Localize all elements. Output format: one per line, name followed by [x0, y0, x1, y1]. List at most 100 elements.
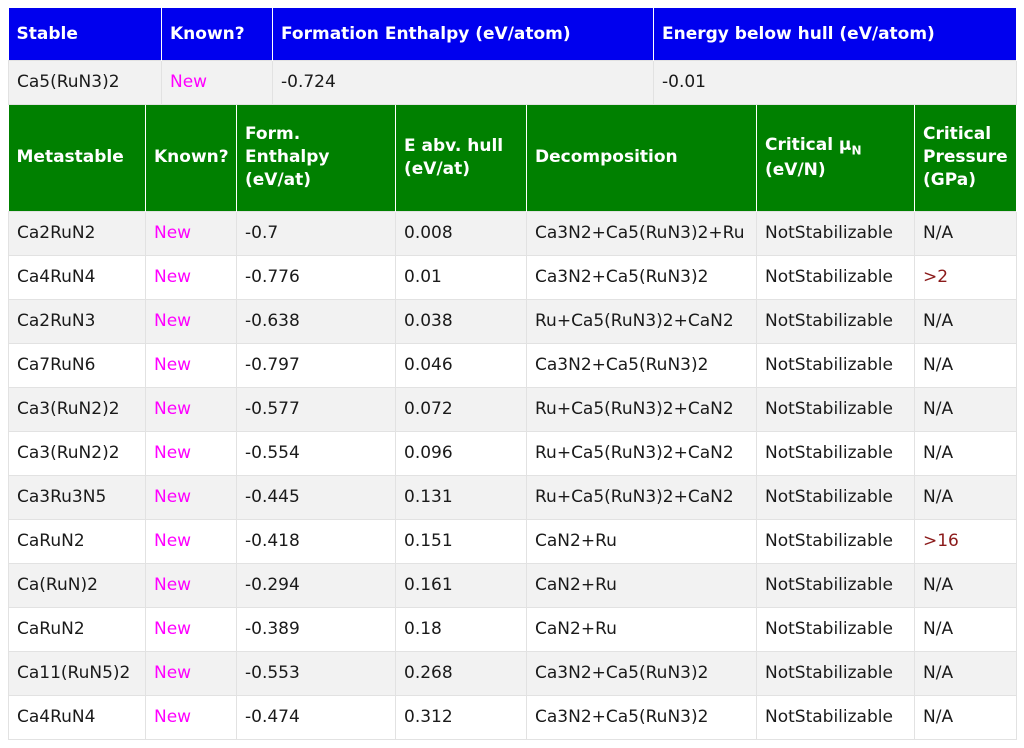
header-line: (eV/N)	[765, 159, 826, 180]
critical-mu-cell: NotStabilizable	[756, 474, 915, 520]
decomposition-cell: CaN2+Ru	[526, 518, 757, 564]
decomposition-cell: Ca3N2+Ca5(RuN3)2	[526, 650, 757, 696]
form-enthalpy-cell: -0.797	[236, 342, 396, 388]
table-row: Ca7RuN6 New -0.797 0.046 Ca3N2+Ca5(RuN3)2 Not…	[8, 342, 1017, 388]
decomposition-cell: Ru+Ca5(RuN3)2+CaN2	[526, 474, 757, 520]
compound-cell: Ca4RuN4	[8, 694, 146, 740]
compound-cell: Ca2RuN3	[8, 298, 146, 344]
known-cell: New	[145, 562, 237, 608]
critical-mu-cell: NotStabilizable	[756, 298, 915, 344]
known-cell: New	[145, 298, 237, 344]
critical-pressure-cell: N/A	[914, 650, 1017, 696]
form-enthalpy-cell: -0.445	[236, 474, 396, 520]
critical-pressure-cell: N/A	[914, 606, 1017, 652]
decomposition-cell: CaN2+Ru	[526, 606, 757, 652]
form-enthalpy-cell: -0.474	[236, 694, 396, 740]
header-line: Critical μ	[765, 134, 852, 155]
critical-mu-cell: NotStabilizable	[756, 342, 915, 388]
e-abv-hull-cell: 0.18	[395, 606, 527, 652]
e-abv-hull-cell: 0.161	[395, 562, 527, 608]
header-line: Pressure	[923, 147, 1008, 168]
decomposition-cell: CaN2+Ru	[526, 562, 757, 608]
table-row: CaRuN2 New -0.389 0.18 CaN2+Ru NotStabilizabl…	[8, 606, 1017, 652]
table-row: Ca11(RuN5)2 New -0.553 0.268 Ca3N2+Ca5(RuN3)…	[8, 650, 1017, 696]
metastable-header-known: Known?	[145, 105, 237, 211]
compound-cell: Ca3Ru3N5	[8, 474, 146, 520]
critical-pressure-cell: N/A	[914, 694, 1017, 740]
form-enthalpy-cell: -0.553	[236, 650, 396, 696]
table-row: CaRuN2 New -0.418 0.151 CaN2+Ru NotStabilizab…	[8, 518, 1017, 564]
compound-cell: Ca5(RuN3)2	[8, 59, 162, 105]
table-row: Ca5(RuN3)2 New -0.724 -0.01	[8, 59, 1017, 105]
critical-mu-cell: NotStabilizable	[756, 386, 915, 432]
known-cell: New	[145, 210, 237, 256]
e-abv-hull-cell: 0.008	[395, 210, 527, 256]
e-abv-hull-cell: 0.151	[395, 518, 527, 564]
critical-mu-cell: NotStabilizable	[756, 518, 915, 564]
stable-table: Stable Known? Formation Enthalpy (eV/ato…	[8, 8, 1017, 105]
known-cell: New	[145, 518, 237, 564]
form-enthalpy-cell: -0.418	[236, 518, 396, 564]
e-abv-hull-cell: 0.268	[395, 650, 527, 696]
header-line: Critical	[923, 124, 992, 145]
known-cell: New	[145, 254, 237, 300]
e-abv-hull-cell: 0.046	[395, 342, 527, 388]
stable-header-stable: Stable	[8, 8, 162, 60]
compound-cell: CaRuN2	[8, 518, 146, 564]
decomposition-cell: Ca3N2+Ca5(RuN3)2	[526, 694, 757, 740]
header-line: (eV/at)	[404, 158, 471, 179]
critical-pressure-cell: N/A	[914, 386, 1017, 432]
critical-pressure-cell: N/A	[914, 474, 1017, 520]
decomposition-cell: Ca3N2+Ca5(RuN3)2	[526, 342, 757, 388]
metastable-header-row: Metastable Known? Form. Enthalpy (eV/at)…	[8, 105, 1017, 211]
table-row: Ca2RuN2 New -0.7 0.008 Ca3N2+Ca5(RuN3)2+Ru No…	[8, 210, 1017, 256]
table-row: Ca4RuN4 New -0.474 0.312 Ca3N2+Ca5(RuN3)2 Not…	[8, 694, 1017, 740]
critical-mu-cell: NotStabilizable	[756, 562, 915, 608]
critical-pressure-cell: N/A	[914, 562, 1017, 608]
metastable-table: Metastable Known? Form. Enthalpy (eV/at)…	[8, 105, 1017, 740]
energy-below-hull-cell: -0.01	[653, 59, 1017, 105]
metastable-header-critical-mu: Critical μN (eV/N)	[756, 105, 915, 211]
table-row: Ca3(RuN2)2 New -0.577 0.072 Ru+Ca5(RuN3)2+Ca…	[8, 386, 1017, 432]
compound-cell: Ca4RuN4	[8, 254, 146, 300]
header-line: (eV/at)	[245, 170, 312, 191]
table-row: Ca(RuN)2 New -0.294 0.161 CaN2+Ru NotStabiliz…	[8, 562, 1017, 608]
metastable-table-body: Ca2RuN2 New -0.7 0.008 Ca3N2+Ca5(RuN3)2+Ru No…	[8, 210, 1017, 740]
e-abv-hull-cell: 0.131	[395, 474, 527, 520]
critical-mu-cell: NotStabilizable	[756, 606, 915, 652]
header-line: E abv. hull	[404, 135, 504, 156]
decomposition-cell: Ru+Ca5(RuN3)2+CaN2	[526, 430, 757, 476]
decomposition-cell: Ru+Ca5(RuN3)2+CaN2	[526, 298, 757, 344]
formation-enthalpy-cell: -0.724	[272, 59, 654, 105]
known-cell: New	[145, 650, 237, 696]
critical-pressure-cell: N/A	[914, 342, 1017, 388]
form-enthalpy-cell: -0.638	[236, 298, 396, 344]
stable-header-formation-enthalpy: Formation Enthalpy (eV/atom)	[272, 8, 654, 60]
table-row: Ca3Ru3N5 New -0.445 0.131 Ru+Ca5(RuN3)2+CaN2…	[8, 474, 1017, 520]
decomposition-cell: Ca3N2+Ca5(RuN3)2+Ru	[526, 210, 757, 256]
e-abv-hull-cell: 0.01	[395, 254, 527, 300]
known-cell: New	[145, 342, 237, 388]
e-abv-hull-cell: 0.312	[395, 694, 527, 740]
form-enthalpy-cell: -0.7	[236, 210, 396, 256]
form-enthalpy-cell: -0.776	[236, 254, 396, 300]
header-line: Enthalpy	[245, 147, 330, 168]
known-cell: New	[145, 430, 237, 476]
critical-pressure-cell: N/A	[914, 430, 1017, 476]
critical-mu-cell: NotStabilizable	[756, 254, 915, 300]
known-cell: New	[161, 59, 273, 105]
compound-cell: Ca(RuN)2	[8, 562, 146, 608]
decomposition-cell: Ca3N2+Ca5(RuN3)2	[526, 254, 757, 300]
metastable-header-critical-pressure: Critical Pressure (GPa)	[914, 105, 1017, 211]
form-enthalpy-cell: -0.554	[236, 430, 396, 476]
compound-cell: Ca11(RuN5)2	[8, 650, 146, 696]
compound-cell: Ca3(RuN2)2	[8, 430, 146, 476]
critical-mu-cell: NotStabilizable	[756, 694, 915, 740]
stable-header-energy-below-hull: Energy below hull (eV/atom)	[653, 8, 1017, 60]
metastable-header-metastable: Metastable	[8, 105, 146, 211]
compound-cell: Ca3(RuN2)2	[8, 386, 146, 432]
e-abv-hull-cell: 0.072	[395, 386, 527, 432]
metastable-header-e-abv-hull: E abv. hull (eV/at)	[395, 105, 527, 211]
known-cell: New	[145, 386, 237, 432]
critical-pressure-cell: N/A	[914, 210, 1017, 256]
